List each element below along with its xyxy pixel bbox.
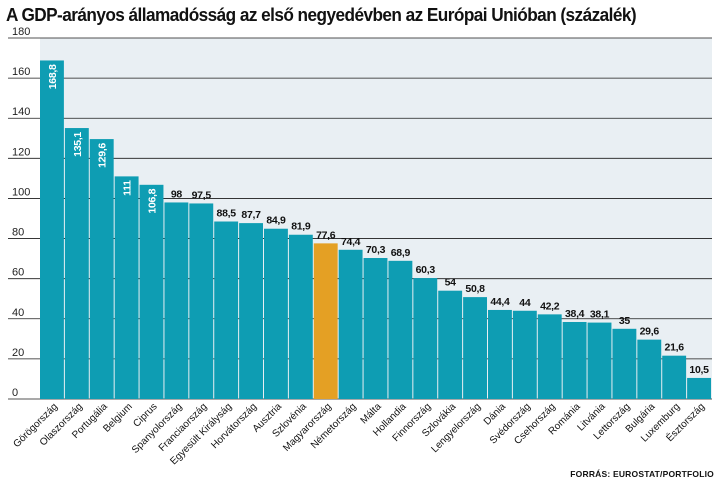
y-axis-ticks: 0 20 40 60 80 100 120 140 160 180 xyxy=(12,26,30,399)
bar xyxy=(214,221,239,399)
bar-value-label: 74,4 xyxy=(341,236,361,248)
bar xyxy=(89,139,114,399)
bar xyxy=(388,260,413,399)
bar xyxy=(114,176,139,399)
bar xyxy=(438,290,463,399)
bar-value-label: 38,1 xyxy=(590,309,610,321)
y-tick-label: 0 xyxy=(12,387,18,399)
bar-value-label: 88,5 xyxy=(217,208,237,220)
bar-value-label: 68,9 xyxy=(391,247,411,259)
bar xyxy=(463,297,488,399)
bar-value-label: 29,6 xyxy=(640,326,660,338)
bar xyxy=(413,278,438,399)
bar xyxy=(288,234,313,399)
y-tick-label: 80 xyxy=(12,227,24,239)
bar-value-label: 54 xyxy=(445,277,457,289)
bar xyxy=(189,203,214,399)
bar-value-label: 111 xyxy=(122,180,134,196)
bar-value-label: 42,2 xyxy=(540,300,560,312)
y-tick-label: 40 xyxy=(12,307,24,319)
bar xyxy=(239,223,264,399)
value-labels: 168,8 135,1 129,6 111 106,8 98 97,5 88,5 87,7 84,… xyxy=(47,64,709,376)
bar-value-label: 106,8 xyxy=(147,188,159,213)
bar-value-label: 44 xyxy=(519,297,531,309)
y-tick-label: 20 xyxy=(12,347,24,359)
bar-value-label: 81,9 xyxy=(291,221,311,233)
chart-title: A GDP-arányos államadósság az első negye… xyxy=(6,4,637,25)
y-tick-label: 60 xyxy=(12,267,24,279)
bar xyxy=(264,228,288,399)
bar xyxy=(164,202,189,399)
bar-value-label: 38,4 xyxy=(565,308,585,320)
bar-value-label: 87,7 xyxy=(241,209,261,221)
bar xyxy=(139,184,164,399)
bar-value-label: 21,6 xyxy=(665,342,685,354)
bar-value-label: 129,6 xyxy=(97,143,109,168)
bar xyxy=(313,243,338,399)
x-axis-labels: GörögországOlaszországPortugáliaBelgiumC… xyxy=(11,400,707,467)
bar-value-label: 50,8 xyxy=(465,283,485,295)
bars xyxy=(40,60,712,400)
bar xyxy=(363,258,388,399)
bar xyxy=(587,322,612,399)
bar-value-label: 168,8 xyxy=(47,64,59,89)
bar xyxy=(562,321,587,399)
bar-value-label: 77,6 xyxy=(316,229,336,241)
y-tick-label: 100 xyxy=(12,186,30,198)
y-tick-label: 120 xyxy=(12,146,30,158)
bar-value-label: 135,1 xyxy=(72,132,84,157)
bar xyxy=(612,328,637,399)
bar xyxy=(662,355,687,399)
bar xyxy=(488,309,512,399)
bar-value-label: 97,5 xyxy=(192,189,212,201)
y-tick-label: 180 xyxy=(12,26,30,38)
bar-value-label: 60,3 xyxy=(416,264,436,276)
bar xyxy=(64,128,89,399)
bar xyxy=(512,310,537,399)
bar-value-label: 35 xyxy=(619,315,631,327)
bar xyxy=(40,60,64,400)
y-tick-label: 140 xyxy=(12,106,30,118)
source-note: FORRÁS: EUROSTAT/PORTFOLIO xyxy=(570,469,714,479)
bar-value-label: 10,5 xyxy=(689,364,709,376)
bar xyxy=(687,377,712,399)
bar xyxy=(338,249,363,399)
bar-value-label: 98 xyxy=(171,188,183,200)
bar-value-label: 44,4 xyxy=(490,296,510,308)
bar-value-label: 84,9 xyxy=(266,215,286,227)
bar-value-label: 70,3 xyxy=(366,244,386,256)
bar xyxy=(637,339,662,399)
bar xyxy=(537,314,562,399)
y-tick-label: 160 xyxy=(12,66,30,78)
